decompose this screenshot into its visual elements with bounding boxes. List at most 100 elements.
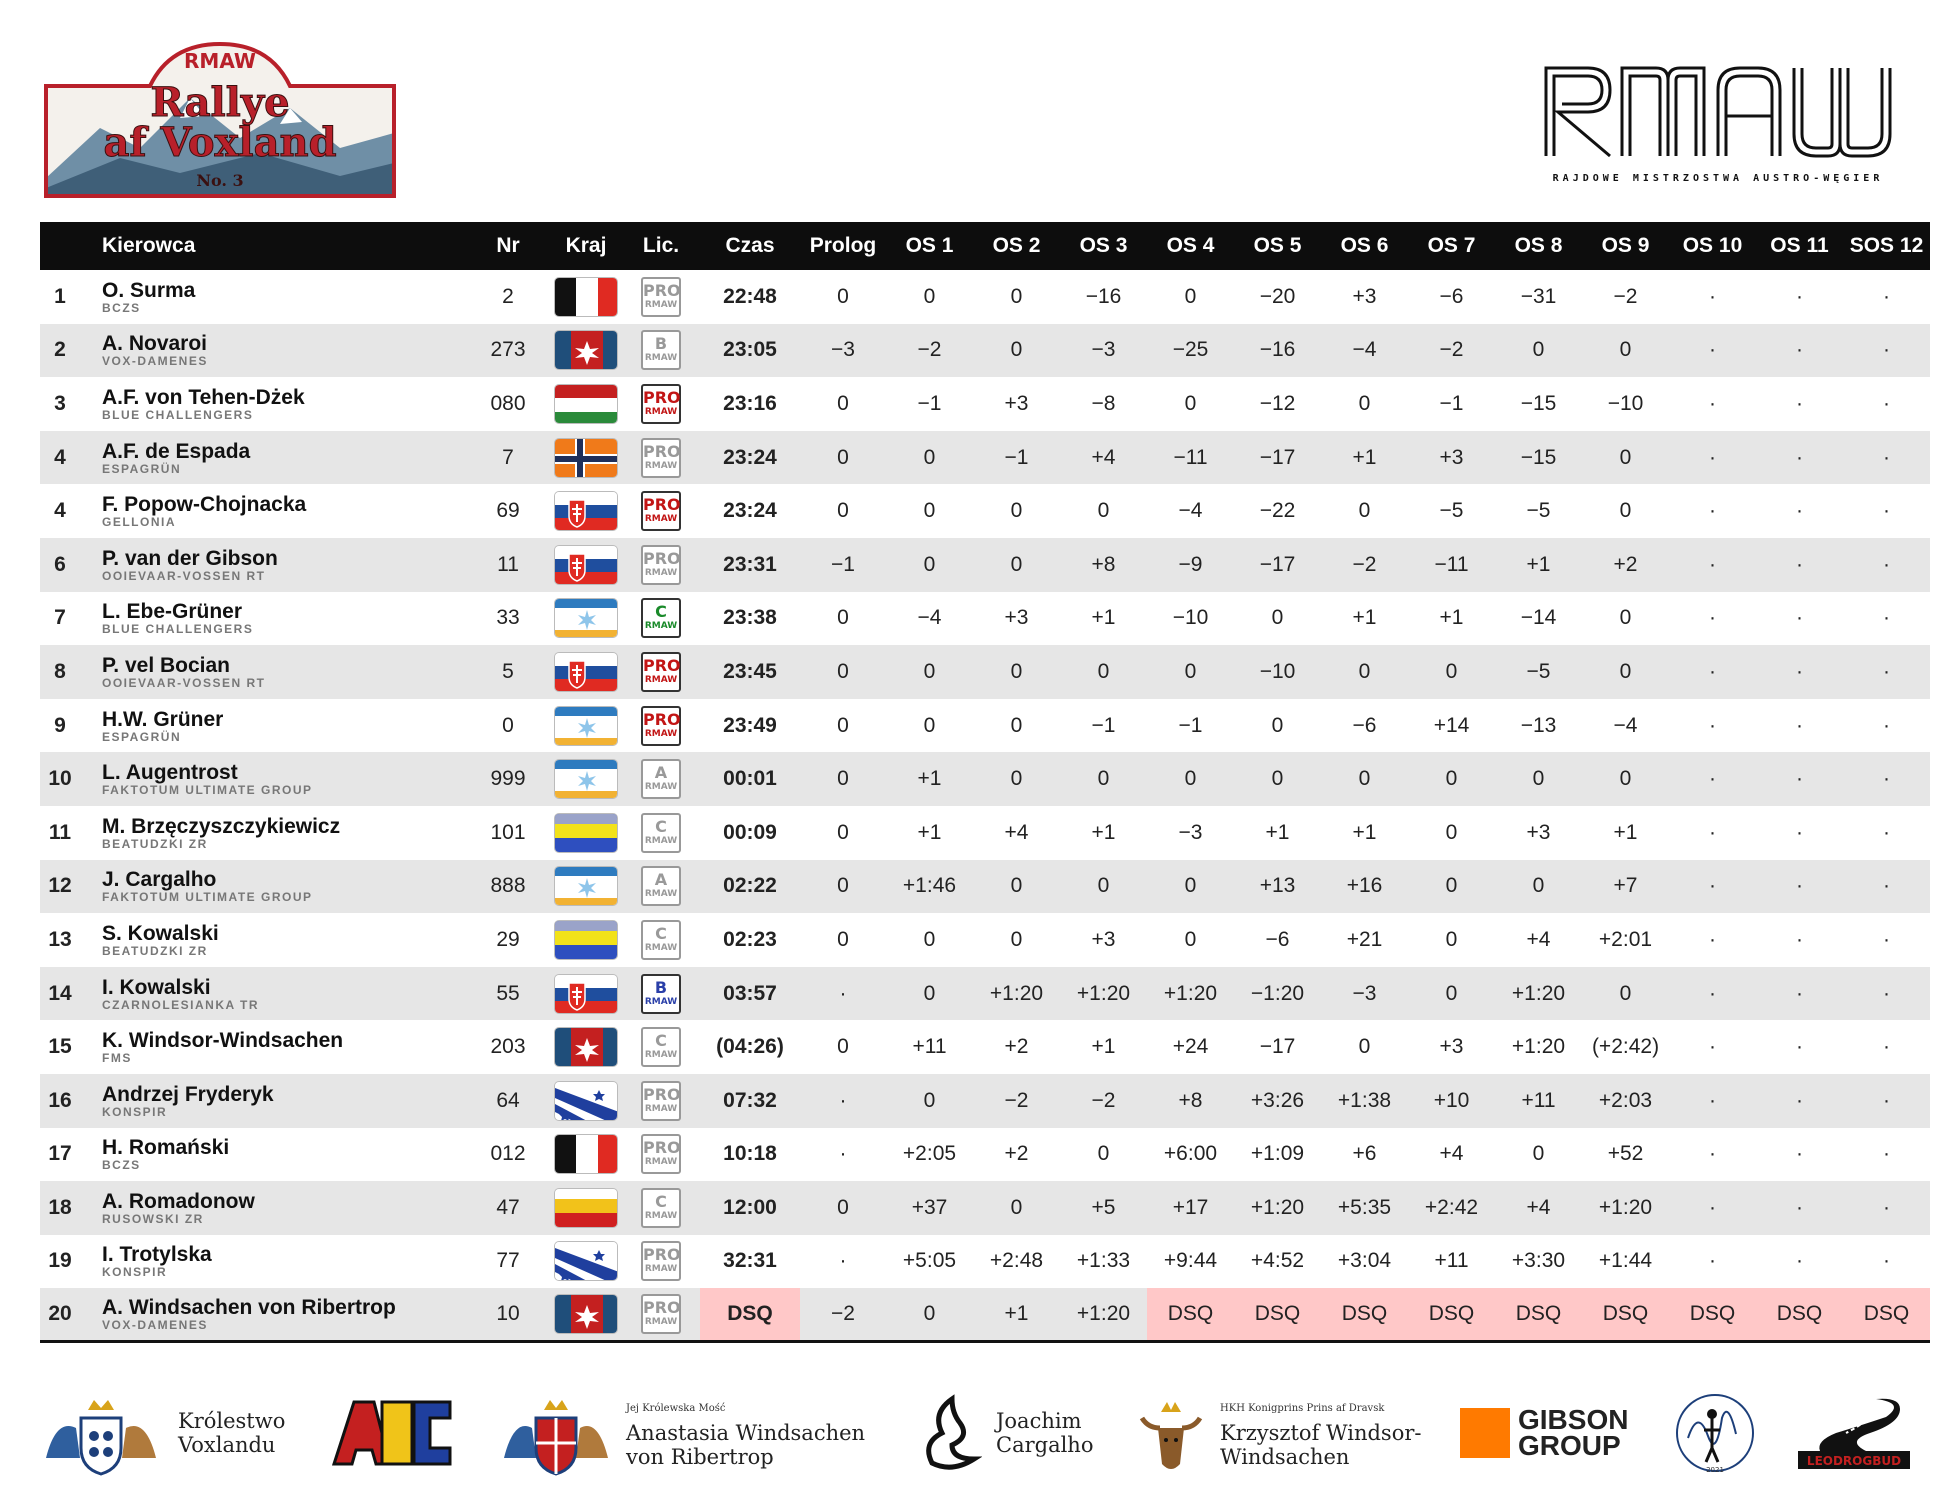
stage-cell: 0	[1408, 645, 1495, 699]
number-cell: 69	[466, 484, 550, 538]
coat-of-arms-icon	[46, 1400, 156, 1476]
number-cell: 101	[466, 805, 550, 860]
stage-cell: ·	[1669, 377, 1756, 431]
country-cell	[550, 430, 622, 485]
stage-cell: 0	[1582, 430, 1669, 485]
time-cell: 02:23	[700, 913, 800, 967]
stage-cell: −4	[1147, 484, 1234, 538]
stage-cell: ·	[800, 1073, 886, 1128]
stage-cell: +14	[1408, 698, 1495, 753]
stage-cell: −9	[1147, 537, 1234, 592]
country-flag-icon	[554, 544, 618, 585]
position-cell: 20	[40, 1288, 80, 1344]
table-row: 14 I. Kowalski CZARNOLESIANKA TR 55 B RMAW…	[40, 966, 1930, 1021]
table-row: 6 P. van der Gibson OOIEVAAR-VOSSEN RT 11…	[40, 537, 1930, 592]
license-cell: PRO RMAW	[622, 377, 700, 431]
stage-cell: ·	[1756, 1020, 1843, 1074]
number-cell: 77	[466, 1234, 550, 1289]
stage-cell: 0	[800, 859, 886, 914]
stage-cell: 0	[1321, 645, 1408, 699]
stage-cell: −31	[1495, 270, 1582, 324]
stage-cell: ·	[1843, 484, 1930, 538]
license-badge-icon: PRO RMAW	[641, 491, 681, 532]
stage-cell: ·	[1756, 913, 1843, 967]
stage-cell: 0	[1060, 752, 1147, 806]
stage-cell: ·	[800, 1234, 886, 1289]
time-cell: 23:16	[700, 377, 800, 431]
stage-cell: +1:44	[1582, 1234, 1669, 1289]
number-cell: 55	[466, 966, 550, 1021]
stage-cell: +1:20	[973, 966, 1060, 1021]
driver-cell: A. Windsachen von Ribertrop VOX-DAMENES	[80, 1288, 466, 1344]
time-cell: 12:00	[700, 1181, 800, 1235]
country-cell	[550, 1234, 622, 1289]
position-cell: 9	[40, 698, 80, 753]
stage-cell: 0	[1582, 966, 1669, 1021]
stage-cell: +5:35	[1321, 1181, 1408, 1235]
driver-cell: Andrzej Fryderyk KONSPIR	[80, 1073, 466, 1128]
number-cell: 64	[466, 1073, 550, 1128]
stage-cell: 0	[1582, 645, 1669, 699]
stage-cell: DSQ	[1582, 1288, 1669, 1344]
stage-cell: 0	[886, 1073, 973, 1128]
team-name: BCZS	[102, 300, 141, 315]
stage-cell: −3	[1147, 805, 1234, 860]
stage-cell: +2	[973, 1127, 1060, 1182]
driver-name: P. vel Bocian	[102, 653, 231, 677]
time-cell: 23:24	[700, 484, 800, 538]
stage-cell: +1:20	[1495, 966, 1582, 1021]
time-cell: 02:22	[700, 859, 800, 914]
stage-cell: 0	[973, 270, 1060, 324]
driver-cell: O. Surma BCZS	[80, 270, 466, 324]
position-cell: 3	[40, 377, 80, 431]
stage-cell: −2	[1408, 323, 1495, 378]
stage-cell: 0	[1060, 645, 1147, 699]
country-cell	[550, 270, 622, 324]
table-row: 7 L. Ebe-Grüner BLUE CHALLENGERS 33 C RMAW…	[40, 591, 1930, 646]
team-name: VOX-DAMENES	[102, 1318, 208, 1333]
stage-cell: ·	[1843, 645, 1930, 699]
stage-cell: ·	[1843, 430, 1930, 485]
number-cell: 999	[466, 752, 550, 806]
stage-cell: −5	[1408, 484, 1495, 538]
stage-cell: −12	[1234, 377, 1321, 431]
team-name: BCZS	[102, 1158, 141, 1173]
stage-cell: ·	[1843, 1181, 1930, 1235]
stage-cell: ·	[1756, 1181, 1843, 1235]
stage-cell: ·	[800, 966, 886, 1021]
time-cell: 23:05	[700, 323, 800, 378]
team-name: RUSOWSKI ZR	[102, 1211, 204, 1226]
stage-cell: +6	[1321, 1127, 1408, 1182]
country-flag-icon	[554, 866, 618, 907]
team-name: GELLONIA	[102, 515, 176, 530]
stage-cell: ·	[1669, 323, 1756, 378]
stage-cell: −4	[1321, 323, 1408, 378]
stage-cell: 0	[1321, 484, 1408, 538]
license-cell: C RMAW	[622, 913, 700, 967]
stage-cell: 0	[800, 698, 886, 753]
license-badge-icon: PRO RMAW	[641, 544, 681, 585]
column-header: OS 4	[1147, 222, 1234, 270]
stage-cell: +1	[1321, 805, 1408, 860]
time-cell: 23:38	[700, 591, 800, 646]
table-row: 4 A.F. de Espada ESPAGRÜN 7 PRO RMAW 23:24 0…	[40, 430, 1930, 485]
sponsor-anastasia-line1: Anastasia Windsachen	[626, 1421, 866, 1445]
stage-cell: −10	[1234, 645, 1321, 699]
country-cell	[550, 805, 622, 860]
number-cell: 29	[466, 913, 550, 967]
stage-cell: ·	[1843, 1234, 1930, 1289]
stage-cell: 0	[800, 645, 886, 699]
stage-cell: +21	[1321, 913, 1408, 967]
driver-cell: H. Romański BCZS	[80, 1127, 466, 1182]
driver-name: H.W. Grüner	[102, 707, 224, 731]
sponsor-joachim-line1: Joachim	[996, 1409, 1082, 1433]
akc-logo-icon	[332, 1400, 452, 1466]
country-flag-icon	[554, 919, 618, 960]
stage-cell: +1	[973, 1288, 1060, 1344]
stage-cell: ·	[1843, 270, 1930, 324]
column-header: OS 6	[1321, 222, 1408, 270]
license-badge-icon: PRO RMAW	[641, 651, 681, 692]
stage-cell: DSQ	[1495, 1288, 1582, 1344]
stage-cell: +4	[1060, 430, 1147, 485]
stage-cell: 0	[1408, 805, 1495, 860]
